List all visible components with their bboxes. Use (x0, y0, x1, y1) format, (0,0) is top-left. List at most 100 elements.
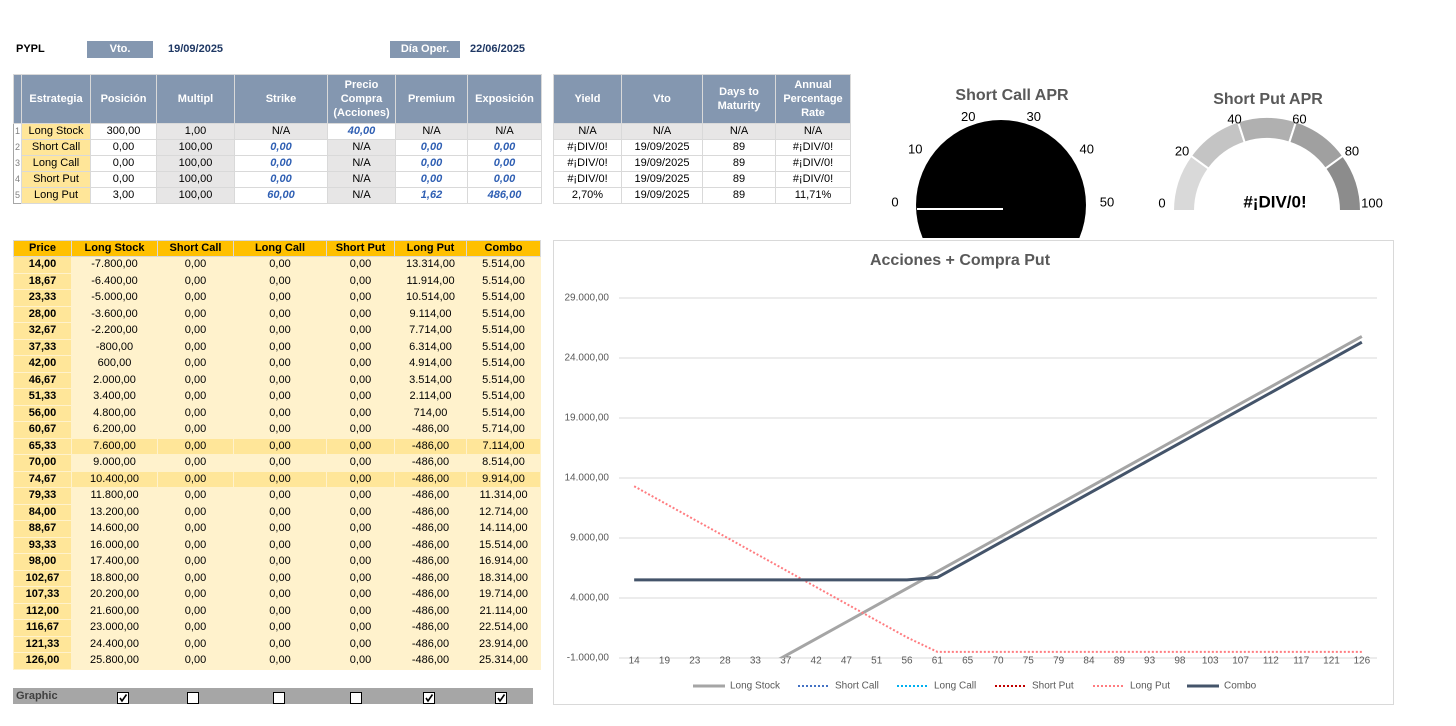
table-cell: 25.800,00 (71, 652, 158, 670)
series-line (778, 335, 1363, 658)
table-cell: 21.600,00 (71, 602, 158, 620)
x-tick-label: 28 (720, 656, 732, 667)
header-row: Price Long Stock Short Call Long Call Short … (13, 240, 541, 257)
gauge-tick-label: 20 (1175, 144, 1189, 159)
graphic-checkbox[interactable] (273, 692, 285, 704)
table-cell: 4.914,00 (394, 355, 467, 373)
x-tick-label: 93 (1144, 656, 1156, 667)
table-cell: 0,00 (157, 619, 234, 637)
graphic-checkbox[interactable] (117, 692, 129, 704)
gauge-tick-label: 80 (1345, 144, 1359, 159)
table-cell: 112,00 (13, 602, 72, 620)
x-tick-label: 47 (841, 656, 853, 667)
table-cell: 11.914,00 (394, 272, 467, 290)
table-cell: 0,00 (326, 586, 395, 604)
table-row: 60,67 6.200,00 0,00 0,00 0,00 -486,00 5.714,00 (13, 421, 541, 439)
graphic-checkbox[interactable] (423, 692, 435, 704)
table-cell: 0,00 (157, 421, 234, 439)
table-row: 42,00 600,00 0,00 0,00 0,00 4.914,00 5.514,00 (13, 355, 541, 373)
table-cell: 3,00 (90, 187, 157, 204)
graphic-checkbox[interactable] (495, 692, 507, 704)
table-cell: 0,00 (233, 454, 327, 472)
table-cell: 0,00 (157, 652, 234, 670)
x-tick-label: 70 (992, 656, 1004, 667)
table-row: 102,67 18.800,00 0,00 0,00 0,00 -486,00 18.314… (13, 569, 541, 587)
checkbox-box (117, 692, 129, 704)
gauge-tick-label: 40 (1080, 142, 1094, 157)
table-cell: 0,00 (326, 470, 395, 488)
table-cell: 0,00 (326, 553, 395, 571)
header-row: Yield Vto Days to Maturity Annual Percentag… (553, 74, 851, 124)
gauge-tick-label: 20 (961, 109, 975, 124)
table-cell: 0,00 (326, 454, 395, 472)
y-tick-label: 24.000,00 (565, 353, 610, 364)
table-cell: Long Put (21, 187, 91, 204)
gauge-value: #¡DIV/0! (1243, 192, 1306, 211)
x-tick-label: 126 (1353, 656, 1370, 667)
graphic-checkbox[interactable] (350, 692, 362, 704)
table-row: 79,33 11.800,00 0,00 0,00 0,00 -486,00 11.314,… (13, 487, 541, 505)
x-tick-label: 89 (1114, 656, 1126, 667)
table-row: N/A N/A N/A N/A (553, 123, 851, 140)
column-header: Combo (466, 240, 541, 257)
chart-frame (553, 240, 1394, 705)
series-line (633, 485, 1362, 653)
legend-label: Combo (1224, 681, 1257, 692)
table-cell: 17.400,00 (71, 553, 158, 571)
gauge-tick-label: 10 (908, 142, 922, 157)
table-cell: 25.314,00 (466, 652, 541, 670)
legend-label: Long Put (1130, 681, 1170, 692)
table-cell: 0,00 (157, 569, 234, 587)
table-cell: 13.314,00 (394, 256, 467, 274)
y-tick-label: -1.000,00 (567, 653, 610, 664)
checkbox-box (273, 692, 285, 704)
table-cell: -486,00 (394, 553, 467, 571)
vto-label: Vto. (87, 41, 153, 58)
table-cell: 0,00 (326, 404, 395, 422)
table-row: 18,67 -6.400,00 0,00 0,00 0,00 11.914,00 5.514… (13, 272, 541, 290)
table-cell: 7.600,00 (71, 437, 158, 455)
table-cell: 0,00 (157, 635, 234, 653)
table-cell: 11.800,00 (71, 487, 158, 505)
gauge-band (1323, 154, 1363, 212)
y-tick-label: 9.000,00 (570, 533, 609, 544)
table-cell: 0,00 (233, 487, 327, 505)
graphic-checkbox[interactable] (187, 692, 199, 704)
table-cell: 0,00 (233, 569, 327, 587)
table-cell: 0,00 (157, 338, 234, 356)
gauge-tick-label: 40 (1227, 112, 1241, 127)
header-row: Estrategia Posición Multipl Strike Precio Co… (13, 74, 542, 124)
table-cell: 5.514,00 (466, 371, 541, 389)
y-tick-label: 4.000,00 (570, 593, 609, 604)
row-index: 1 (13, 123, 22, 140)
table-cell: -486,00 (394, 652, 467, 670)
table-cell: 16.000,00 (71, 536, 158, 554)
table-cell: 89 (702, 187, 776, 204)
table-cell: 0,00 (157, 553, 234, 571)
x-tick-label: 98 (1174, 656, 1186, 667)
table-row: #¡DIV/0! 19/09/2025 89 #¡DIV/0! (553, 139, 851, 156)
table-cell: 0,00 (233, 520, 327, 538)
table-cell: Long Call (21, 155, 91, 172)
table-cell: 0,00 (233, 355, 327, 373)
table-row: 3 Long Call 0,00 100,00 0,00 N/A 0,00 0,00 (13, 155, 542, 172)
table-cell: 0,00 (326, 421, 395, 439)
table-cell: 486,00 (467, 187, 542, 204)
y-tick-label: 19.000,00 (565, 413, 610, 424)
graphic-label: Graphic (16, 690, 58, 702)
table-row: 51,33 3.400,00 0,00 0,00 0,00 2.114,00 5.514,0… (13, 388, 541, 406)
series-line (634, 340, 1363, 582)
x-tick-label: 14 (629, 656, 641, 667)
table-cell: 13.200,00 (71, 503, 158, 521)
table-cell: 102,67 (13, 569, 72, 587)
table-row: 116,67 23.000,00 0,00 0,00 0,00 -486,00 22.514… (13, 619, 541, 637)
table-cell: N/A (702, 123, 776, 140)
yield-table: Yield Vto Days to Maturity Annual Percentag… (553, 74, 851, 204)
table-row: 1 Long Stock 300,00 1,00 N/A 40,00 N/A N/A (13, 123, 542, 140)
table-cell: 0,00 (233, 503, 327, 521)
table-cell: 10.400,00 (71, 470, 158, 488)
column-header: Days to Maturity (702, 74, 776, 124)
column-header: Long Call (233, 240, 327, 257)
table-cell: 0,00 (326, 569, 395, 587)
table-cell: 100,00 (156, 155, 235, 172)
